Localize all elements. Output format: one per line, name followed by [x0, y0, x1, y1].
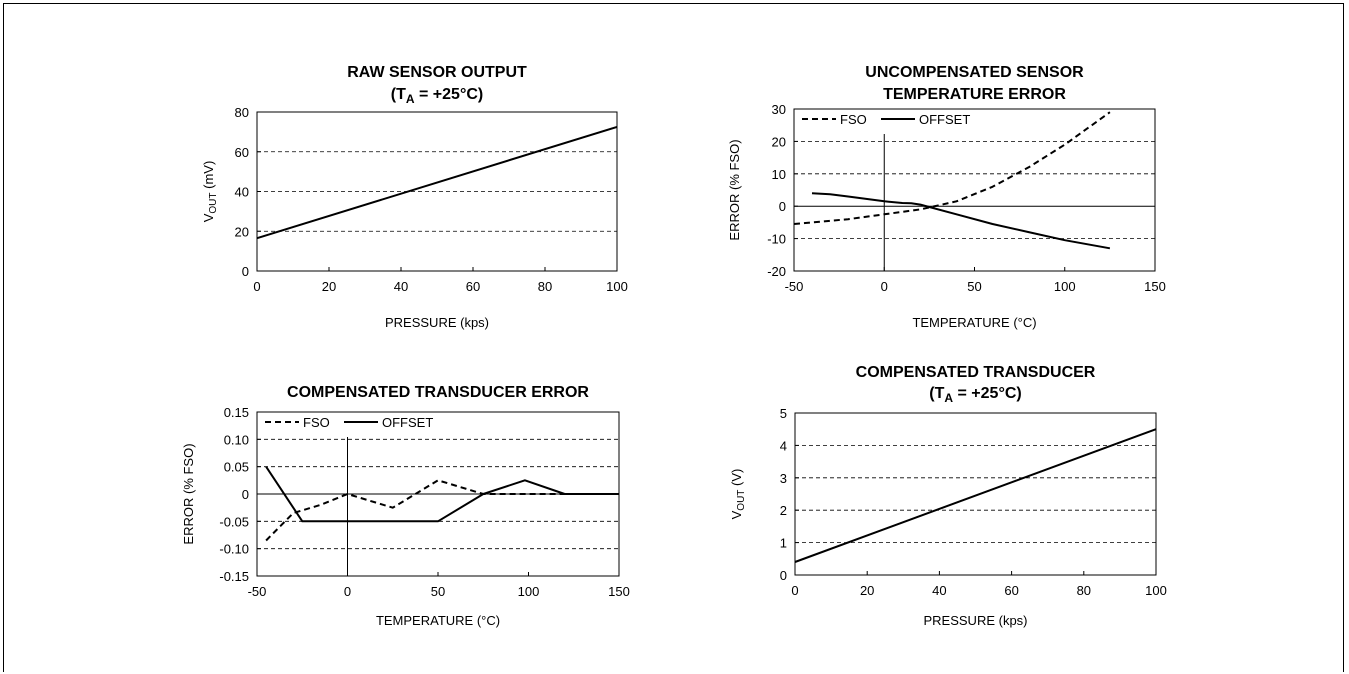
chart-title: UNCOMPENSATED SENSOR: [865, 64, 1084, 81]
x-axis-label: TEMPERATURE (°C): [912, 315, 1036, 330]
x-tick-label: 0: [344, 584, 351, 599]
y-tick-label: 20: [235, 224, 249, 239]
y-tick-label: 3: [780, 471, 787, 486]
chart-1: RAW SENSOR OUTPUT (TA = +25°C) 0 20 40 60 80 0 2…: [201, 64, 628, 330]
x-axis-label: PRESSURE (kps): [923, 613, 1027, 628]
chart-title: RAW SENSOR OUTPUT: [347, 64, 527, 81]
chart-subtitle: (TA = +25°C): [391, 86, 483, 106]
y-tick-label: 2: [780, 503, 787, 518]
plot-frame: [794, 412, 1157, 576]
x-tick-label: 60: [1004, 583, 1018, 598]
legend-label: FSO: [303, 415, 330, 430]
x-axis-label: TEMPERATURE (°C): [376, 613, 500, 628]
y-tick-label: 40: [235, 185, 249, 200]
y-tick-label: -0.15: [219, 569, 249, 584]
legend: FSO OFFSET: [802, 112, 970, 127]
legend: FSO OFFSET: [265, 415, 433, 430]
y-axis-label: VOUT (V): [729, 469, 747, 520]
y-tick-label: 80: [235, 105, 249, 120]
y-tick-label: 0.15: [224, 405, 249, 420]
chart-title: COMPENSATED TRANSDUCER: [856, 364, 1096, 381]
y-tick-label: -20: [767, 264, 786, 279]
x-tick-label: 20: [860, 583, 874, 598]
y-tick-label: 20: [772, 134, 786, 149]
y-tick-label: 0.05: [224, 460, 249, 475]
series-line-fso: [793, 111, 1111, 225]
x-tick-label: 150: [608, 584, 630, 599]
y-tick-label: 4: [780, 438, 787, 453]
chart-title-line2: TEMPERATURE ERROR: [883, 86, 1066, 103]
y-tick-label: 0: [779, 199, 786, 214]
series-line-fso: [265, 479, 619, 542]
legend-label: OFFSET: [919, 112, 970, 127]
x-tick-label: 20: [322, 279, 336, 294]
y-tick-label: 0.10: [224, 432, 249, 447]
x-tick-label: 80: [538, 279, 552, 294]
x-tick-label: 0: [881, 279, 888, 294]
x-axis-label: PRESSURE (kps): [385, 315, 489, 330]
series-line-data: [794, 428, 1157, 563]
x-tick-label: 100: [1145, 583, 1167, 598]
y-axis-label: ERROR (% FSO): [727, 139, 742, 240]
x-tick-label: 50: [431, 584, 445, 599]
chart-4: COMPENSATED TRANSDUCER (TA = +25°C) 0 1 2 3 4 5…: [729, 364, 1167, 628]
series-line-offset: [811, 192, 1111, 250]
y-tick-label: -0.10: [219, 542, 249, 557]
y-tick-label: -10: [767, 232, 786, 247]
legend-label: OFFSET: [382, 415, 433, 430]
x-tick-label: 100: [1054, 279, 1076, 294]
series-line-data: [256, 125, 618, 240]
x-tick-label: -50: [248, 584, 267, 599]
y-tick-label: 0: [242, 264, 249, 279]
series-line-offset: [265, 466, 619, 523]
x-tick-label: 50: [967, 279, 981, 294]
y-tick-label: 1: [780, 536, 787, 551]
chart-title: COMPENSATED TRANSDUCER ERROR: [287, 384, 589, 401]
y-tick-label: -0.05: [219, 514, 249, 529]
figure-frame: [3, 3, 1344, 672]
x-tick-label: 40: [394, 279, 408, 294]
x-tick-label: 60: [466, 279, 480, 294]
x-tick-label: 0: [253, 279, 260, 294]
y-axis-label: ERROR (% FSO): [181, 443, 196, 544]
chart-2: UNCOMPENSATED SENSOR TEMPERATURE ERROR -20…: [727, 64, 1166, 330]
plot-frame: [256, 111, 618, 272]
x-tick-label: 100: [518, 584, 540, 599]
y-tick-label: 30: [772, 102, 786, 117]
y-axis-label: VOUT (mV): [201, 161, 219, 223]
y-tick-label: 5: [780, 406, 787, 421]
x-tick-label: 100: [606, 279, 628, 294]
y-tick-label: 10: [772, 167, 786, 182]
y-tick-label: 60: [235, 145, 249, 160]
legend-label: FSO: [840, 112, 867, 127]
y-tick-label: 0: [242, 487, 249, 502]
x-tick-label: 0: [791, 583, 798, 598]
x-tick-label: 80: [1077, 583, 1091, 598]
x-tick-label: 150: [1144, 279, 1166, 294]
x-tick-label: 40: [932, 583, 946, 598]
chart-3: COMPENSATED TRANSDUCER ERROR -0.15 -0.10 -0…: [181, 384, 630, 628]
y-tick-label: 0: [780, 568, 787, 583]
x-tick-label: -50: [785, 279, 804, 294]
chart-subtitle: (TA = +25°C): [929, 385, 1021, 405]
